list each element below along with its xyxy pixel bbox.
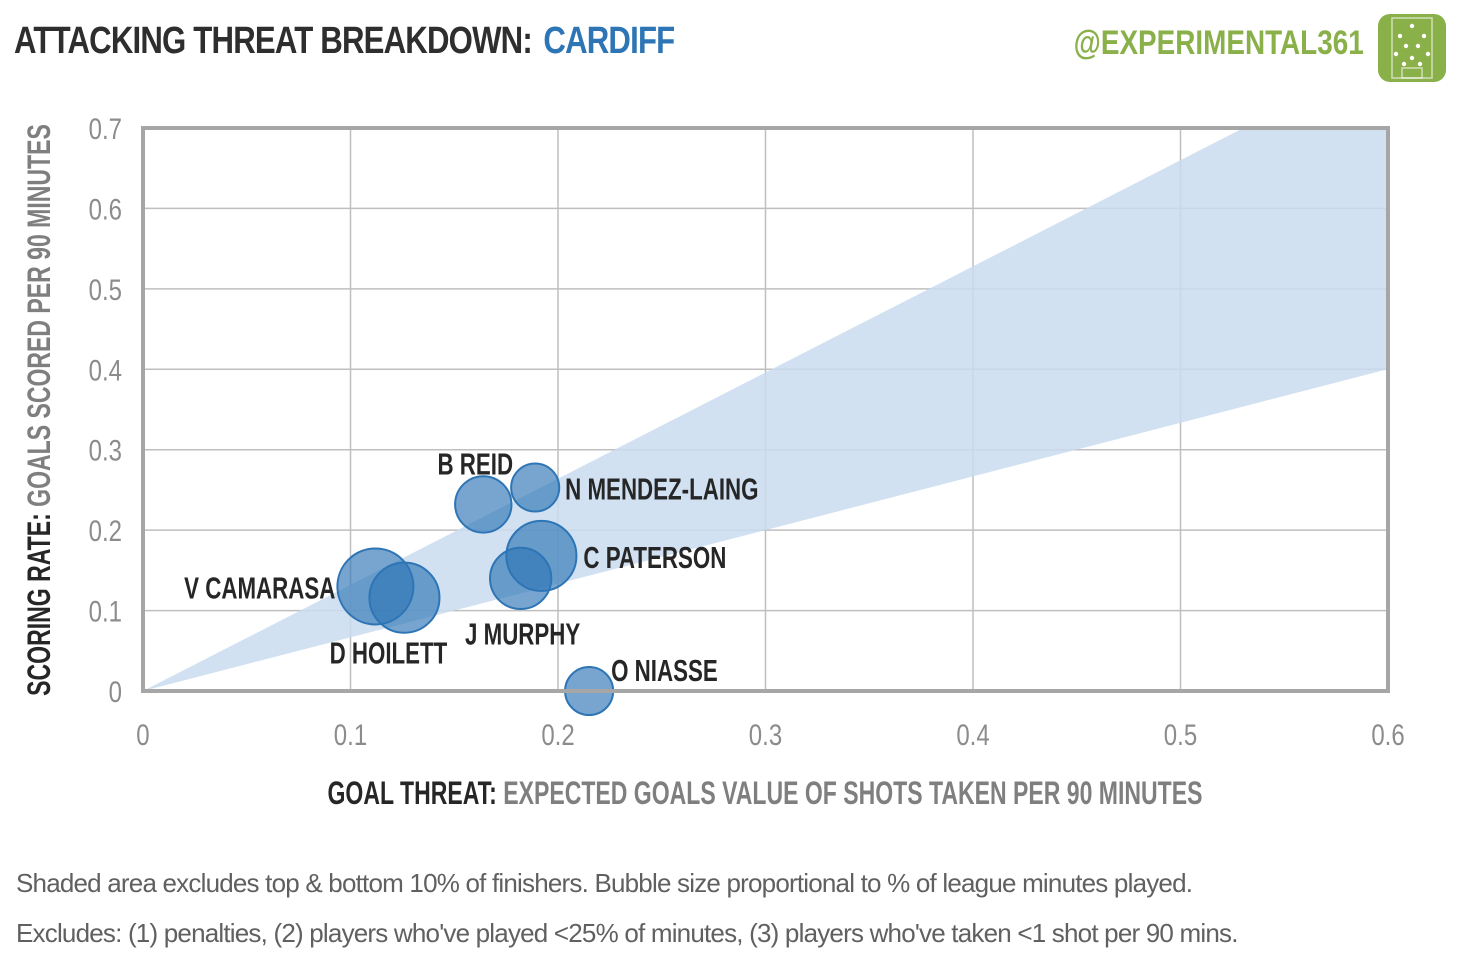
y-tick-label: 0.6: [89, 192, 122, 226]
finishing-band: [143, 128, 1388, 691]
author-handle: @EXPERIMENTAL361: [1073, 24, 1364, 62]
y-tick-label: 0.1: [89, 594, 122, 628]
y-tick-label: 0.5: [89, 272, 122, 306]
x-axis-title-rest: EXPECTED GOALS VALUE OF SHOTS TAKEN PER …: [503, 775, 1202, 811]
y-tick-label: 0.4: [89, 353, 122, 387]
title-main: ATTACKING THREAT BREAKDOWN:: [14, 20, 533, 62]
bubble-b-reid: [454, 475, 513, 534]
x-axis-title: GOAL THREAT: EXPECTED GOALS VALUE OF SHO…: [328, 775, 1203, 811]
chart-title: ATTACKING THREAT BREAKDOWN: CARDIFF: [14, 20, 675, 63]
pitch-logo-icon: [1378, 14, 1446, 82]
y-axis-title: SCORING RATE: GOALS SCORED PER 90 MINUTE…: [21, 124, 57, 696]
label-o-niasse: O NIASSE: [611, 653, 718, 687]
scatter-chart: 0 0.1 0.2 0.3 0.4 0.5 0.6 0 0.1 0.2 0.3 0.4 0.5 0.6 0.…: [21, 111, 1404, 811]
y-tick-label: 0.7: [89, 111, 122, 145]
plot-frame: [141, 126, 1390, 693]
label-n-mendez-laing: N MENDEZ-LAING: [565, 472, 758, 506]
label-c-paterson: C PATERSON: [583, 540, 726, 574]
footnote-2: Excludes: (1) penalties, (2) players who…: [16, 918, 1238, 948]
y-tick-label: 0.2: [89, 514, 122, 548]
label-d-hoilett: D HOILETT: [330, 636, 448, 670]
bubble-n-mendez-laing: [510, 462, 561, 513]
x-tick-label: 0: [136, 717, 149, 751]
x-tick-label: 0.2: [541, 717, 574, 751]
x-tick-label: 0.1: [334, 717, 367, 751]
x-tick-label: 0.6: [1371, 717, 1404, 751]
y-tick-label: 0.3: [89, 433, 122, 467]
label-j-murphy: J MURPHY: [465, 617, 580, 651]
x-axis-title-bold: GOAL THREAT:: [328, 775, 504, 811]
x-tick-label: 0.3: [749, 717, 782, 751]
x-tick-label: 0.4: [956, 717, 989, 751]
x-tick-label: 0.5: [1164, 717, 1197, 751]
footnote-1: Shaded area excludes top & bottom 10% of…: [16, 868, 1193, 898]
bubble-d-hoilett: [368, 561, 441, 634]
title-team: CARDIFF: [543, 20, 675, 62]
bubble-j-murphy: [489, 546, 553, 611]
label-v-camarasa: V CAMARASA: [184, 571, 335, 605]
label-b-reid: B REID: [437, 447, 513, 481]
y-axis-title-rest: GOALS SCORED PER 90 MINUTES: [21, 124, 57, 507]
y-axis-title-bold: SCORING RATE:: [21, 507, 57, 696]
y-tick-label: 0: [109, 674, 122, 708]
